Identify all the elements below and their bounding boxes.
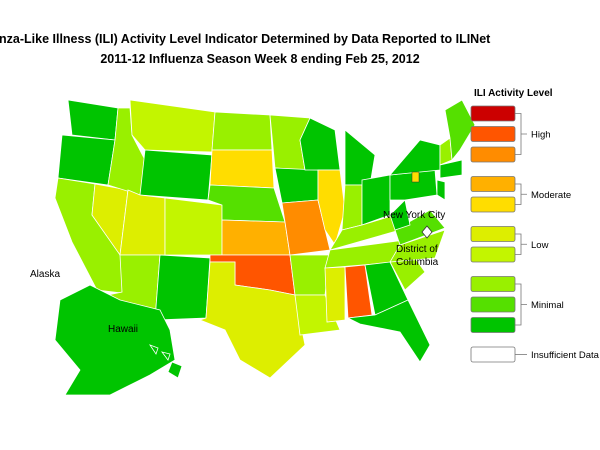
- map-label: New York City: [383, 210, 445, 221]
- alaska: [54, 284, 176, 396]
- map-label: District of: [396, 244, 438, 255]
- us-map: [54, 99, 476, 396]
- state: [444, 99, 476, 162]
- legend-swatch: [470, 317, 516, 333]
- state: [394, 209, 446, 246]
- state: [436, 179, 446, 201]
- legend-swatch: [470, 126, 516, 142]
- state: [198, 261, 306, 379]
- legend-swatch: [470, 346, 516, 363]
- legend-label: High: [531, 130, 551, 141]
- state: [209, 149, 275, 189]
- state: [119, 189, 166, 256]
- state: [221, 219, 291, 256]
- nyc-marker: [411, 171, 420, 183]
- legend-swatch: [470, 176, 516, 192]
- legend-swatch: [470, 105, 516, 122]
- state: [289, 254, 331, 296]
- map-label: Alaska: [30, 269, 60, 280]
- state: [341, 184, 363, 231]
- subtitle: 2011-12 Influenza Season Week 8 ending F…: [100, 52, 419, 66]
- state: [67, 99, 119, 141]
- legend-label: Insufficient Data: [531, 350, 600, 361]
- state: [346, 299, 431, 363]
- state: [389, 139, 441, 176]
- state: [281, 199, 331, 256]
- state: [129, 99, 216, 153]
- hawaii-island: [167, 361, 183, 379]
- legend-swatch: [470, 276, 516, 292]
- legend-swatch: [470, 196, 516, 213]
- hawaii-island: [148, 344, 159, 355]
- legend-label: Low: [531, 240, 549, 251]
- legend-label: Minimal: [531, 300, 564, 311]
- legend-bracket: [515, 233, 527, 255]
- map-label: Columbia: [396, 257, 439, 268]
- state: [299, 117, 341, 171]
- state: [439, 159, 463, 179]
- legend-bracket: [515, 283, 527, 326]
- state: [344, 129, 376, 186]
- state: [389, 199, 411, 231]
- state: [154, 254, 211, 321]
- legend-title: ILI Activity Level: [474, 88, 553, 99]
- legend: High Moderate Low Minimal Insufficient Data: [470, 105, 600, 363]
- state: [324, 266, 346, 323]
- title: Influenza-Like Illness (ILI) Activity Le…: [0, 32, 491, 46]
- legend-swatch: [470, 296, 516, 313]
- legend-swatch: [470, 226, 516, 242]
- legend-label: Moderate: [531, 190, 571, 201]
- legend-swatch: [470, 146, 516, 163]
- legend-swatch: [470, 246, 516, 263]
- state: [164, 197, 223, 256]
- map-label: Hawaii: [108, 324, 138, 335]
- hawaii-island: [161, 351, 171, 361]
- state: [139, 149, 213, 201]
- state: [274, 167, 319, 204]
- legend-bracket: [515, 183, 527, 205]
- state: [211, 111, 273, 151]
- legend-bracket: [515, 113, 527, 155]
- dc-marker: [421, 225, 433, 239]
- state: [57, 134, 116, 186]
